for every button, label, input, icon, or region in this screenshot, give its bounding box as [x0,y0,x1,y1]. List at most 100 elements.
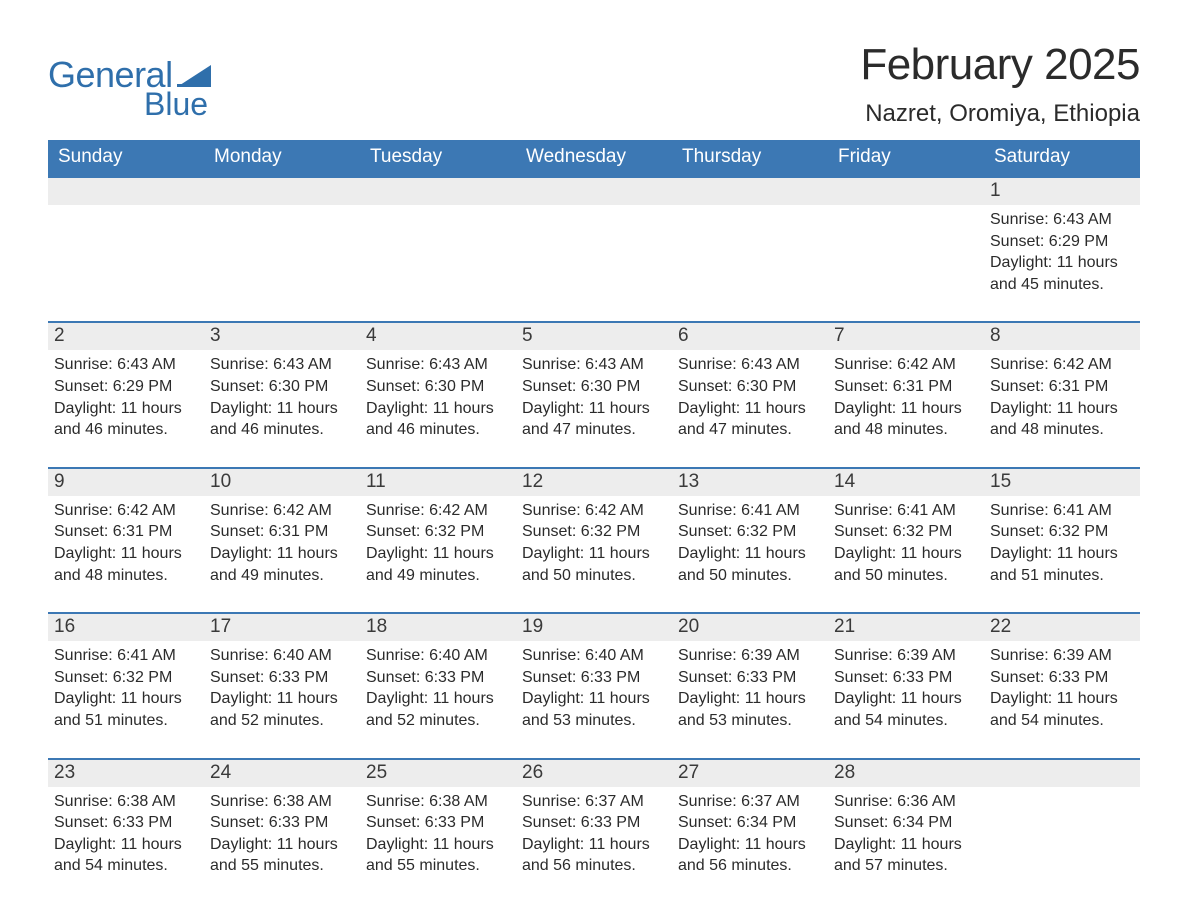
sunset-line: Sunset: 6:32 PM [834,521,978,543]
day-number: 16 [48,614,204,641]
sunset-line: Sunset: 6:32 PM [522,521,666,543]
sunrise-line: Sunrise: 6:43 AM [678,354,822,376]
day-cell [828,205,984,295]
daylight-line: Daylight: 11 hours and 52 minutes. [366,688,510,731]
dow-cell: Wednesday [516,140,672,176]
daylight-line: Daylight: 11 hours and 50 minutes. [678,543,822,586]
sunset-line: Sunset: 6:33 PM [54,812,198,834]
day-number [204,178,360,205]
sunrise-line: Sunrise: 6:39 AM [678,645,822,667]
sunrise-line: Sunrise: 6:43 AM [210,354,354,376]
daylight-line: Daylight: 11 hours and 47 minutes. [522,398,666,441]
day-number: 12 [516,469,672,496]
sunset-line: Sunset: 6:32 PM [678,521,822,543]
sunrise-line: Sunrise: 6:42 AM [834,354,978,376]
sunset-line: Sunset: 6:33 PM [366,667,510,689]
daylight-line: Daylight: 11 hours and 48 minutes. [990,398,1134,441]
daylight-line: Daylight: 11 hours and 49 minutes. [210,543,354,586]
week-daynum-bar: 16171819202122 [48,612,1140,641]
day-number: 8 [984,323,1140,350]
week-daynum-bar: 232425262728 [48,758,1140,787]
sunrise-line: Sunrise: 6:38 AM [366,791,510,813]
sunrise-line: Sunrise: 6:43 AM [522,354,666,376]
day-number: 10 [204,469,360,496]
daylight-line: Daylight: 11 hours and 49 minutes. [366,543,510,586]
daylight-line: Daylight: 11 hours and 55 minutes. [210,834,354,877]
daylight-line: Daylight: 11 hours and 48 minutes. [54,543,198,586]
day-cell: Sunrise: 6:43 AMSunset: 6:30 PMDaylight:… [204,350,360,440]
dow-cell: Monday [204,140,360,176]
day-number: 25 [360,760,516,787]
sunrise-line: Sunrise: 6:40 AM [210,645,354,667]
day-number [360,178,516,205]
daylight-line: Daylight: 11 hours and 46 minutes. [210,398,354,441]
day-number: 28 [828,760,984,787]
logo: General Blue [48,54,211,123]
sunset-line: Sunset: 6:33 PM [210,667,354,689]
day-cell [516,205,672,295]
sunset-line: Sunset: 6:30 PM [678,376,822,398]
sunrise-line: Sunrise: 6:37 AM [522,791,666,813]
title-block: February 2025 Nazret, Oromiya, Ethiopia [860,40,1140,128]
day-cell: Sunrise: 6:42 AMSunset: 6:31 PMDaylight:… [984,350,1140,440]
day-number: 19 [516,614,672,641]
day-number: 18 [360,614,516,641]
day-number: 7 [828,323,984,350]
day-cell: Sunrise: 6:43 AMSunset: 6:29 PMDaylight:… [48,350,204,440]
sunset-line: Sunset: 6:30 PM [210,376,354,398]
month-title: February 2025 [860,40,1140,90]
daylight-line: Daylight: 11 hours and 46 minutes. [54,398,198,441]
sunrise-line: Sunrise: 6:39 AM [834,645,978,667]
sunset-line: Sunset: 6:31 PM [54,521,198,543]
day-cell: Sunrise: 6:41 AMSunset: 6:32 PMDaylight:… [672,496,828,586]
day-cell [48,205,204,295]
day-number: 1 [984,178,1140,205]
daylight-line: Daylight: 11 hours and 56 minutes. [522,834,666,877]
sunset-line: Sunset: 6:32 PM [990,521,1134,543]
week-row: Sunrise: 6:42 AMSunset: 6:31 PMDaylight:… [48,496,1140,586]
sunrise-line: Sunrise: 6:41 AM [834,500,978,522]
logo-blue-text: Blue [144,86,211,123]
day-number: 22 [984,614,1140,641]
sunrise-line: Sunrise: 6:43 AM [54,354,198,376]
day-cell: Sunrise: 6:43 AMSunset: 6:30 PMDaylight:… [360,350,516,440]
day-cell: Sunrise: 6:39 AMSunset: 6:33 PMDaylight:… [984,641,1140,731]
day-cell: Sunrise: 6:43 AMSunset: 6:30 PMDaylight:… [672,350,828,440]
daylight-line: Daylight: 11 hours and 50 minutes. [522,543,666,586]
daylight-line: Daylight: 11 hours and 57 minutes. [834,834,978,877]
sunrise-line: Sunrise: 6:42 AM [210,500,354,522]
week-daynum-bar: 9101112131415 [48,467,1140,496]
daylight-line: Daylight: 11 hours and 54 minutes. [990,688,1134,731]
day-number: 13 [672,469,828,496]
dow-cell: Sunday [48,140,204,176]
daylight-line: Daylight: 11 hours and 48 minutes. [834,398,978,441]
sunrise-line: Sunrise: 6:36 AM [834,791,978,813]
sunrise-line: Sunrise: 6:38 AM [210,791,354,813]
dow-cell: Thursday [672,140,828,176]
day-cell: Sunrise: 6:40 AMSunset: 6:33 PMDaylight:… [204,641,360,731]
day-number: 23 [48,760,204,787]
sunset-line: Sunset: 6:33 PM [678,667,822,689]
sunset-line: Sunset: 6:29 PM [990,231,1134,253]
sunset-line: Sunset: 6:31 PM [210,521,354,543]
day-cell: Sunrise: 6:38 AMSunset: 6:33 PMDaylight:… [360,787,516,877]
day-number: 14 [828,469,984,496]
daylight-line: Daylight: 11 hours and 47 minutes. [678,398,822,441]
daylight-line: Daylight: 11 hours and 56 minutes. [678,834,822,877]
day-number: 24 [204,760,360,787]
week-daynum-bar: 1 [48,176,1140,205]
daylight-line: Daylight: 11 hours and 55 minutes. [366,834,510,877]
dow-cell: Friday [828,140,984,176]
day-cell: Sunrise: 6:42 AMSunset: 6:32 PMDaylight:… [360,496,516,586]
sunrise-line: Sunrise: 6:42 AM [522,500,666,522]
sunrise-line: Sunrise: 6:41 AM [54,645,198,667]
day-cell [360,205,516,295]
daylight-line: Daylight: 11 hours and 53 minutes. [678,688,822,731]
daylight-line: Daylight: 11 hours and 46 minutes. [366,398,510,441]
sunrise-line: Sunrise: 6:43 AM [990,209,1134,231]
week-row: Sunrise: 6:43 AMSunset: 6:29 PMDaylight:… [48,205,1140,295]
sunrise-line: Sunrise: 6:42 AM [366,500,510,522]
day-cell: Sunrise: 6:41 AMSunset: 6:32 PMDaylight:… [984,496,1140,586]
daylight-line: Daylight: 11 hours and 45 minutes. [990,252,1134,295]
day-cell [984,787,1140,877]
